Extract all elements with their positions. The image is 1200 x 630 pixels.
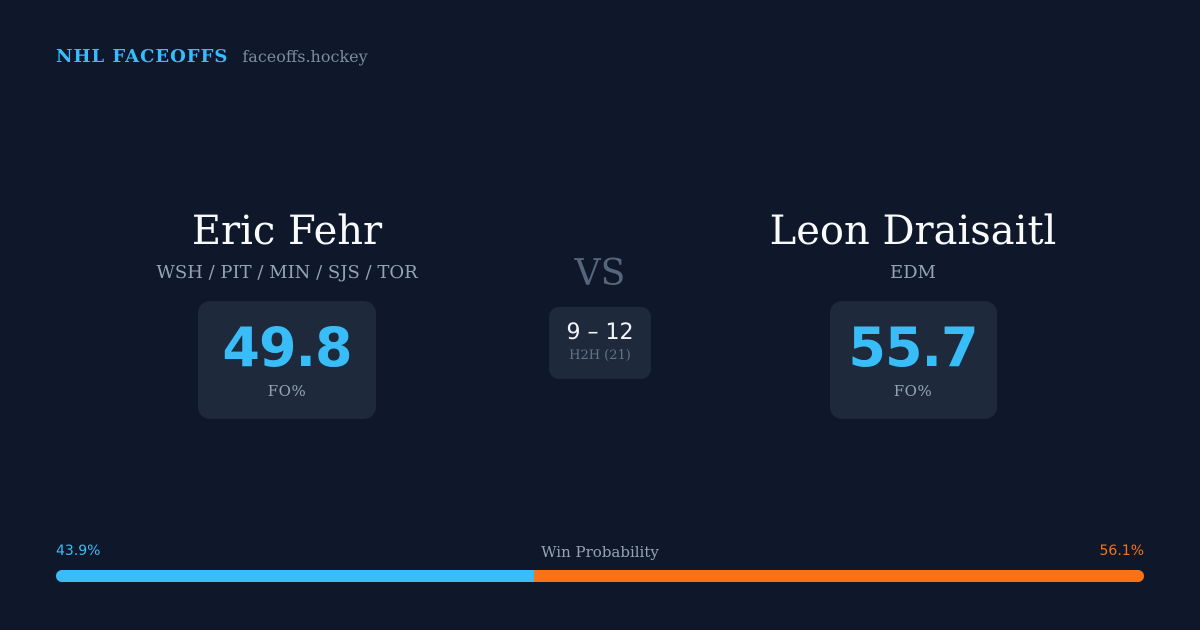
win-prob-bar-left [56, 570, 534, 582]
player-left-panel: Eric Fehr WSH / PIT / MIN / SJS / TOR 49… [87, 205, 487, 419]
player-right-teams: EDM [889, 262, 936, 283]
player-right-fo-value: 55.7 [848, 316, 978, 379]
win-prob-bar-right [533, 570, 1144, 582]
vs-label: VS [574, 253, 626, 294]
player-right-name[interactable]: Leon Draisaitl [769, 208, 1057, 254]
h2h-score: 9 – 12 [566, 320, 634, 345]
win-prob-bar [56, 570, 1144, 582]
site-domain[interactable]: faceoffs.hockey [242, 47, 368, 66]
player-right-fo-label: FO% [893, 382, 933, 400]
h2h-label: H2H (21) [569, 348, 631, 363]
player-left-teams: WSH / PIT / MIN / SJS / TOR [156, 262, 418, 283]
player-right-fo-card: 55.7 FO% [829, 301, 997, 419]
win-prob-right-value: 56.1% [1099, 543, 1144, 559]
win-prob-title: Win Probability [541, 543, 659, 561]
site-header: NHL FACEOFFS faceoffs.hockey [56, 46, 368, 67]
player-right-panel: Leon Draisaitl EDM 55.7 FO% [713, 205, 1113, 419]
player-left-fo-card: 49.8 FO% [198, 301, 376, 419]
player-left-fo-value: 49.8 [222, 316, 352, 379]
brand-title[interactable]: NHL FACEOFFS [56, 46, 229, 67]
win-prob-left-value: 43.9% [56, 543, 101, 559]
h2h-card: 9 – 12 H2H (21) [549, 307, 651, 379]
player-left-fo-label: FO% [267, 382, 307, 400]
player-left-name[interactable]: Eric Fehr [191, 208, 383, 254]
